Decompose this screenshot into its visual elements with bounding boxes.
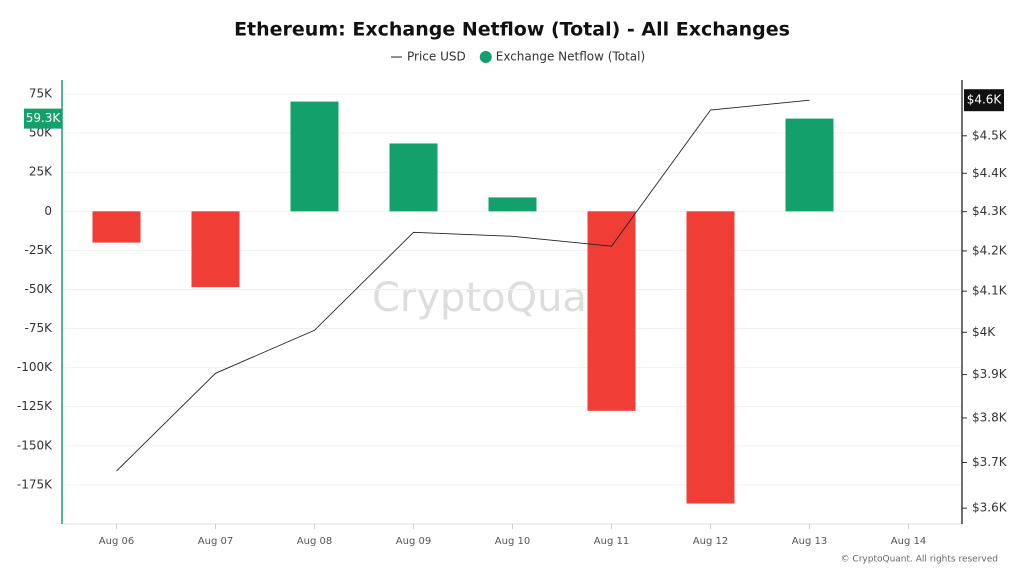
bar	[290, 101, 339, 212]
value-label: 59.3K	[26, 111, 62, 125]
y2-tick-label: $4K	[972, 325, 996, 339]
y-tick-label: 75K	[29, 87, 53, 101]
price-line	[116, 99, 810, 472]
x-tick-label: Aug 11	[594, 536, 629, 547]
y2-tick-label: $3.7K	[972, 455, 1008, 469]
y-tick-label: -100K	[17, 360, 53, 374]
legend-marker	[479, 51, 492, 63]
watermark: CryptoQuant	[372, 275, 628, 321]
y2-tick-label: $4.4K	[972, 166, 1008, 180]
y-tick-label: -175K	[17, 477, 53, 491]
y2-tick-label: $3.8K	[972, 410, 1008, 424]
bar	[92, 211, 141, 243]
value-label-box	[964, 89, 1004, 112]
y2-tick-label: $4.2K	[972, 243, 1008, 257]
bar	[389, 143, 438, 212]
legend-label: Price USD	[407, 50, 466, 64]
y-tick-label: 25K	[29, 165, 53, 179]
value-label: $4.6K	[967, 93, 1003, 107]
bar	[785, 118, 834, 212]
y2-tick-label: $4.1K	[972, 284, 1008, 298]
x-tick-label: Aug 07	[198, 536, 233, 547]
y2-tick-label: $3.6K	[972, 501, 1008, 515]
footer: © CryptoQuant. All rights reserved	[841, 555, 998, 565]
x-tick-label: Aug 14	[891, 536, 926, 547]
bar	[191, 211, 240, 288]
y-tick-label: 50K	[29, 126, 53, 140]
value-label-box	[24, 108, 62, 129]
y2-tick-label: $3.9K	[972, 367, 1008, 381]
bar	[488, 197, 537, 212]
x-tick-label: Aug 09	[396, 536, 431, 547]
x-tick-label: Aug 06	[99, 536, 134, 547]
x-tick-label: Aug 13	[792, 536, 827, 547]
y-tick-label: -50K	[25, 282, 54, 296]
x-tick-label: Aug 08	[297, 536, 332, 547]
x-tick-label: Aug 12	[693, 536, 728, 547]
y-tick-label: -125K	[17, 399, 53, 413]
y2-tick-label: $4.5K	[972, 128, 1008, 142]
bar	[686, 211, 735, 504]
chart-title: Ethereum: Exchange Netflow (Total) - All…	[234, 19, 790, 41]
x-tick-label: Aug 10	[495, 536, 530, 547]
legend-label: Exchange Netflow (Total)	[496, 50, 645, 64]
y-tick-label: 0	[44, 204, 52, 218]
bar	[587, 211, 636, 411]
y-tick-label: -150K	[17, 438, 53, 452]
y-tick-label: -75K	[25, 321, 54, 335]
y2-tick-label: $4.3K	[972, 204, 1008, 218]
y-tick-label: -25K	[25, 243, 54, 257]
